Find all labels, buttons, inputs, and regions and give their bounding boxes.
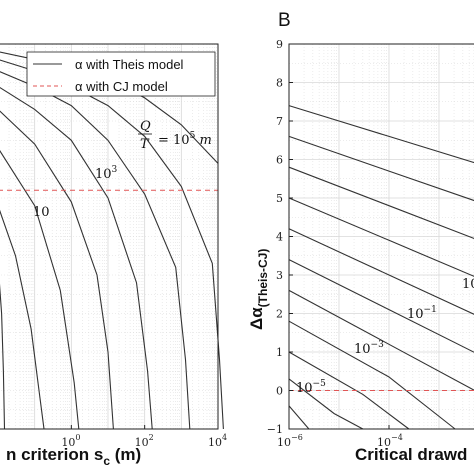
theis-curve-4: [0, 87, 153, 430]
theis-curve-6: [0, 59, 224, 430]
panel-a-chart: 100 102 104 α with Theis model α with CJ m…: [0, 43, 227, 468]
qt-value: = 105 m: [158, 131, 212, 148]
panel-b-grid: [288, 43, 474, 430]
y-tick-label: 7: [276, 115, 283, 128]
panel-a-legend: α with Theis model α with CJ model: [26, 51, 216, 97]
panel-b-y-axis-label: Δα(Theis-CJ): [247, 249, 270, 330]
delta-alpha-curve-9: [288, 378, 364, 430]
delta-alpha-curve-8: [288, 351, 410, 430]
y-tick-label: 1: [276, 346, 283, 359]
delta-alpha-curve-1: [288, 135, 474, 202]
delta-alpha-curve-5: [288, 259, 474, 353]
curve-label-10: 10: [33, 205, 50, 220]
legend-theis-label: α with Theis model: [75, 57, 184, 72]
y-tick-label: 4: [276, 231, 283, 244]
x-tick-label: 104: [208, 433, 227, 449]
panel-a-series: [0, 51, 224, 430]
x-tick-label: 10−6: [277, 433, 303, 449]
curve-label-1e-5: 10−5: [296, 379, 326, 396]
curve-label-1e3: 103: [95, 165, 118, 182]
panel-b-x-axis-label: Critical drawd: [355, 445, 467, 464]
y-tick-label: 2: [276, 308, 283, 321]
panel-a-x-axis-label: n criterion sc (m): [6, 445, 141, 468]
y-tick-label: 6: [276, 154, 283, 167]
qt-denominator: T: [140, 137, 150, 152]
delta-alpha-curve-6: [288, 289, 474, 391]
y-tick-label: 3: [276, 269, 283, 282]
qt-annotation: Q T = 105 m: [138, 119, 212, 152]
y-tick-label: 9: [276, 38, 283, 51]
panel-b-label: B: [278, 10, 291, 31]
panel-b-series: [288, 105, 474, 430]
theis-curve-0: [0, 283, 6, 430]
delta-alpha-curve-4: [288, 228, 474, 315]
delta-alpha-curve-10: [288, 405, 310, 430]
panel-a-grid: [0, 44, 218, 429]
delta-alpha-curve-0: [288, 105, 474, 164]
theis-curve-5: [0, 71, 191, 430]
delta-alpha-curve-7: [288, 320, 456, 430]
y-tick-label: −1: [267, 423, 283, 436]
theis-curve-3: [0, 110, 114, 430]
panel-b-y-ticks: −1 0 1 2 3 4 5 6 7 8 9: [267, 38, 293, 436]
qt-numerator: Q: [140, 119, 151, 134]
theis-curve-2: [0, 150, 80, 430]
delta-alpha-curve-3: [288, 197, 474, 277]
theis-curve-1: [0, 209, 45, 430]
legend-box: [26, 51, 216, 97]
y-tick-label: 8: [276, 77, 283, 90]
panel-a-axes-box: [0, 43, 219, 430]
y-tick-label: 5: [276, 192, 283, 205]
curve-label-1e-1: 10−1: [407, 305, 437, 322]
y-tick-label: 0: [276, 385, 283, 398]
curve-label-1e-3: 10−3: [354, 340, 384, 357]
legend-cj-label: α with CJ model: [75, 79, 168, 94]
curve-label-10-edge: 10: [462, 277, 474, 292]
delta-alpha-curve-2: [288, 166, 474, 240]
